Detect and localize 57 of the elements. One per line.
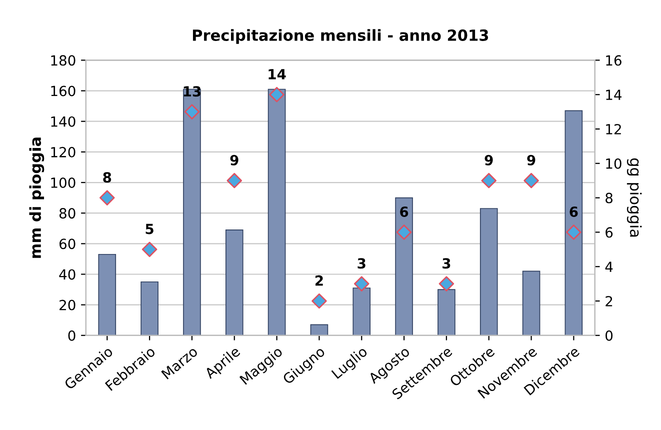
bar bbox=[395, 197, 413, 336]
data-label: 3 bbox=[442, 258, 450, 269]
data-label: 14 bbox=[268, 69, 286, 80]
bar bbox=[268, 88, 286, 336]
data-label: 13 bbox=[184, 86, 201, 97]
bar bbox=[522, 270, 540, 336]
point bbox=[142, 242, 158, 258]
bar bbox=[352, 288, 371, 336]
data-label: 8 bbox=[103, 172, 112, 183]
y-axis-title: mm di pioggia bbox=[29, 138, 44, 258]
point bbox=[566, 224, 582, 240]
bar bbox=[480, 208, 498, 336]
y-tick-label: 140 bbox=[51, 116, 76, 127]
y2-tick-label: 2 bbox=[606, 296, 612, 306]
point bbox=[226, 172, 242, 188]
point bbox=[354, 276, 370, 292]
y2-axis-title: gg pioggia bbox=[626, 158, 642, 237]
point bbox=[184, 104, 200, 120]
y-tick-label: 180 bbox=[51, 55, 76, 66]
y2-tick-label: 8 bbox=[606, 192, 613, 204]
data-label: 5 bbox=[146, 224, 154, 234]
y-tick-label: 20 bbox=[60, 300, 76, 310]
point bbox=[524, 172, 539, 188]
point bbox=[100, 190, 115, 206]
chart-title: Precipitazione mensili - anno 2013 bbox=[192, 29, 488, 44]
bar bbox=[310, 324, 328, 336]
y-tick-label: 100 bbox=[51, 177, 76, 188]
point bbox=[312, 293, 327, 309]
y-tick-label: 120 bbox=[51, 146, 76, 158]
y-tick-label: 60 bbox=[60, 238, 76, 250]
y2-tick-label: 12 bbox=[606, 124, 621, 134]
data-label: 6 bbox=[400, 206, 408, 218]
data-label: 9 bbox=[527, 154, 536, 166]
point bbox=[269, 86, 284, 102]
y-tick-label: 160 bbox=[51, 86, 76, 96]
data-label: 3 bbox=[358, 258, 366, 269]
data-label: 9 bbox=[484, 154, 493, 166]
y2-tick-label: 6 bbox=[606, 227, 613, 238]
point bbox=[438, 276, 454, 292]
data-label: 9 bbox=[230, 154, 238, 166]
point bbox=[481, 172, 497, 188]
y2-tick-label: 10 bbox=[606, 158, 622, 169]
y-tick-label: 40 bbox=[59, 269, 76, 280]
data-label: 6 bbox=[570, 206, 578, 218]
data-label: 2 bbox=[315, 275, 323, 286]
y2-tick-label: 0 bbox=[606, 330, 613, 341]
y-tick-label: 0 bbox=[68, 330, 76, 341]
y2-tick-label: 4 bbox=[605, 262, 613, 272]
point bbox=[396, 224, 412, 240]
bar bbox=[225, 229, 244, 336]
bar bbox=[140, 281, 158, 336]
y-tick-label: 80 bbox=[59, 208, 76, 219]
bar bbox=[564, 110, 583, 336]
y2-tick-label: 16 bbox=[606, 55, 622, 66]
bar bbox=[98, 254, 116, 336]
y2-tick-label: 14 bbox=[606, 90, 622, 100]
bar bbox=[438, 289, 456, 336]
